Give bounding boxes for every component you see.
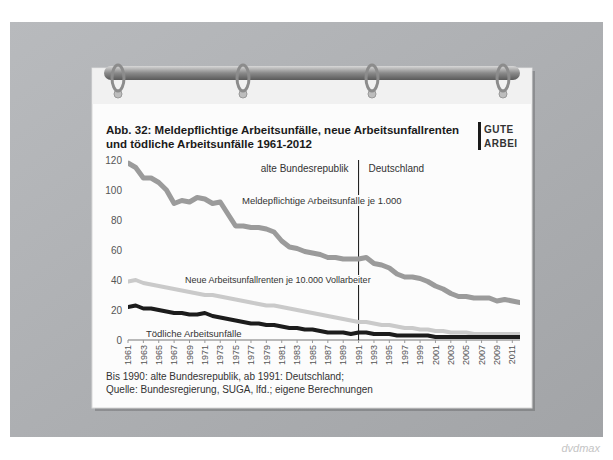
x-tick <box>358 340 359 343</box>
x-tick-label: 1991 <box>354 345 364 365</box>
board <box>10 22 603 437</box>
x-tick-label: 1969 <box>185 345 195 365</box>
x-tick-label: 1975 <box>231 345 241 365</box>
x-tick <box>466 340 467 343</box>
logo-text: ARBEI <box>484 138 518 149</box>
x-tick <box>435 340 436 343</box>
y-tick-label: 0 <box>116 335 122 346</box>
x-tick <box>297 340 298 343</box>
x-tick-label: 2011 <box>507 345 517 364</box>
series-line <box>128 280 520 334</box>
x-tick <box>420 340 421 343</box>
x-tick-label: 2003 <box>446 345 456 365</box>
x-tick <box>174 340 175 343</box>
logo-bar <box>478 122 481 150</box>
x-tick-label: 1983 <box>292 345 302 365</box>
x-tick <box>327 340 328 343</box>
series-lines <box>128 163 520 337</box>
y-tick-label: 60 <box>111 245 123 256</box>
sheet <box>92 68 532 408</box>
x-tick <box>189 340 190 343</box>
x-tick-label: 1973 <box>215 345 225 365</box>
series-line <box>128 163 520 303</box>
x-tick-label: 1971 <box>200 345 210 365</box>
chart-root: Abb. 32: Meldepflichtige Arbeitsunfälle,… <box>0 0 613 460</box>
x-tick <box>373 340 374 343</box>
x-tick-label: 1985 <box>308 345 318 365</box>
x-tick <box>343 340 344 343</box>
series-label: Neue Arbeitsunfallrenten je 10.000 Volla… <box>185 275 371 285</box>
series-label: Meldepflichtige Arbeitsunfälle je 1.000 <box>242 195 402 206</box>
divider-line <box>358 160 359 340</box>
series-label: Tödliche Arbeitsunfälle <box>146 328 242 339</box>
binder-ring <box>112 65 124 91</box>
x-tick-label: 1967 <box>169 345 179 365</box>
x-tick-label: 1977 <box>246 345 256 365</box>
footnote: Quelle: Bundesregierung, SUGA, lfd.; eig… <box>106 384 373 395</box>
x-tick <box>266 340 267 343</box>
x-tick-label: 1993 <box>369 345 379 365</box>
title-line: und tödliche Arbeitsunfälle 1961-2012 <box>106 138 312 150</box>
footnote: Bis 1990: alte Bundesrepublik, ab 1991: … <box>106 371 344 382</box>
region-label: Deutschland <box>369 163 425 174</box>
x-tick <box>158 340 159 343</box>
x-tick <box>450 340 451 343</box>
logo-text: GUTE <box>484 124 514 135</box>
watermark: dvdmax <box>561 442 600 454</box>
binder-ring <box>237 65 249 91</box>
x-tick-label: 1987 <box>323 345 333 365</box>
binder-ring <box>366 65 378 91</box>
x-tick <box>512 340 513 343</box>
x-tick-label: 1995 <box>384 345 394 365</box>
x-tick <box>481 340 482 343</box>
x-tick <box>404 340 405 343</box>
ring-mechanism <box>104 66 520 80</box>
x-tick <box>220 340 221 343</box>
x-tick-label: 1961 <box>123 345 133 365</box>
y-tick-label: 80 <box>111 215 123 226</box>
x-tick-label: 2007 <box>477 345 487 365</box>
x-tick-label: 2005 <box>461 345 471 365</box>
x-tick <box>389 340 390 343</box>
x-tick <box>281 340 282 343</box>
x-tick <box>204 340 205 343</box>
x-tick-label: 1981 <box>277 345 287 365</box>
x-tick <box>128 340 129 343</box>
y-tick-label: 120 <box>105 155 122 166</box>
x-tick <box>250 340 251 343</box>
x-tick-label: 1979 <box>262 345 272 365</box>
y-tick-label: 40 <box>111 275 123 286</box>
x-tick-label: 1997 <box>400 345 410 365</box>
x-tick <box>143 340 144 343</box>
x-tick <box>312 340 313 343</box>
region-label: alte Bundesrepublik <box>261 163 350 174</box>
x-tick-label: 1965 <box>154 345 164 365</box>
y-tick-label: 100 <box>105 185 122 196</box>
x-tick <box>496 340 497 343</box>
x-tick-label: 2009 <box>492 345 502 365</box>
x-tick-label: 1963 <box>139 345 149 365</box>
x-axis <box>128 340 520 341</box>
x-tick-label: 1999 <box>415 345 425 365</box>
x-tick-label: 1989 <box>338 345 348 365</box>
chart-svg: Abb. 32: Meldepflichtige Arbeitsunfälle,… <box>0 0 613 460</box>
binder-ring <box>497 65 509 91</box>
title-line: Abb. 32: Meldepflichtige Arbeitsunfälle,… <box>106 124 459 136</box>
y-tick-label: 20 <box>111 305 123 316</box>
chart-title: Abb. 32: Meldepflichtige Arbeitsunfälle,… <box>106 124 459 150</box>
x-tick <box>235 340 236 343</box>
x-tick-label: 2001 <box>431 345 441 365</box>
series-labels: Meldepflichtige Arbeitsunfälle je 1.000 N… <box>146 195 402 339</box>
